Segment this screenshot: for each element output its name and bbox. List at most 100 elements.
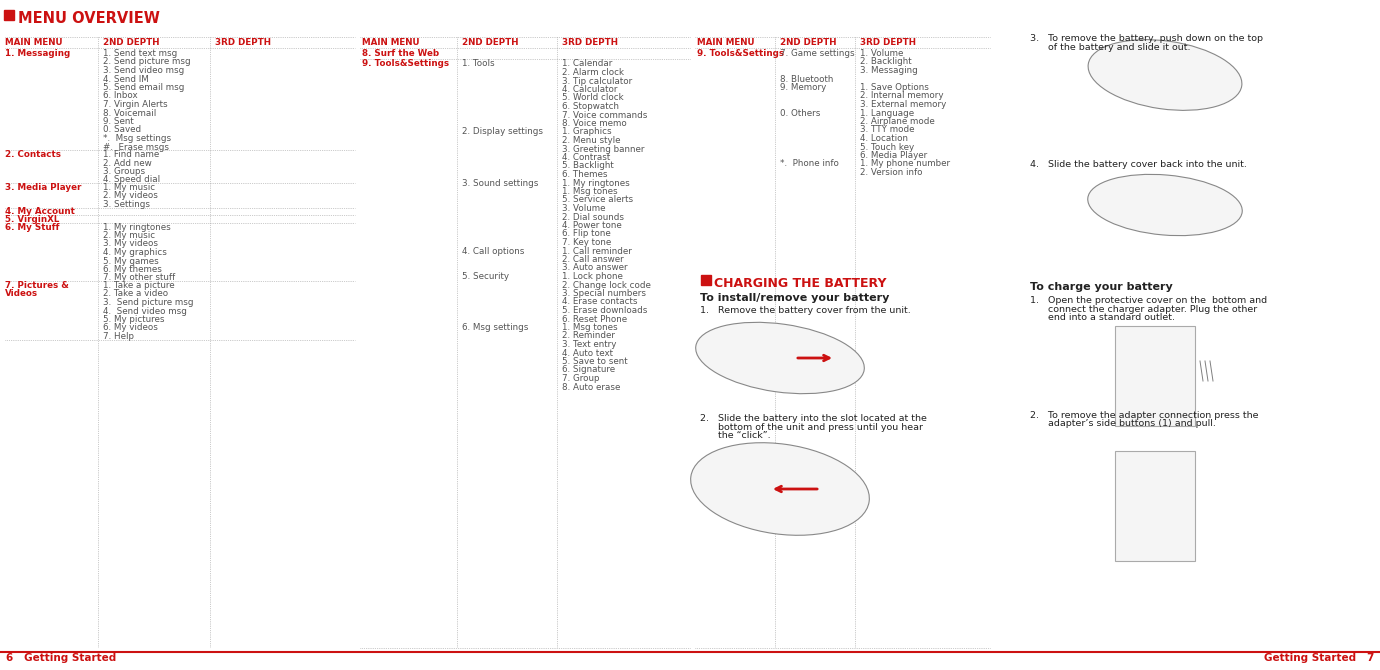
Text: To charge your battery: To charge your battery [1029, 282, 1173, 292]
Ellipse shape [690, 443, 869, 535]
Ellipse shape [1087, 174, 1242, 236]
Text: 7. Virgin Alerts: 7. Virgin Alerts [104, 100, 167, 109]
Bar [1115, 451, 1195, 561]
Text: 6. Stopwatch: 6. Stopwatch [562, 102, 620, 111]
Text: 3. Special numbers: 3. Special numbers [562, 289, 646, 298]
Text: 5. My games: 5. My games [104, 257, 159, 265]
Text: 1. Language: 1. Language [860, 109, 914, 117]
Text: 5. VirginXL: 5. VirginXL [6, 215, 59, 224]
Bar [1115, 326, 1195, 426]
Text: 7. My other stuff: 7. My other stuff [104, 273, 175, 283]
Text: 1. Graphics: 1. Graphics [562, 127, 611, 137]
Text: 3. Auto answer: 3. Auto answer [562, 263, 628, 273]
Text: 9. Memory: 9. Memory [780, 83, 827, 92]
Text: 3. Groups: 3. Groups [104, 167, 145, 176]
Text: 1.   Open the protective cover on the  bottom and: 1. Open the protective cover on the bott… [1029, 296, 1267, 305]
Text: 3. Sound settings: 3. Sound settings [462, 178, 538, 188]
Text: 4. Speed dial: 4. Speed dial [104, 176, 160, 184]
Text: 1. Msg tones: 1. Msg tones [562, 323, 618, 332]
Text: 8. Bluetooth: 8. Bluetooth [780, 74, 834, 84]
Text: 2. Call answer: 2. Call answer [562, 255, 624, 264]
Text: 3. Media Player: 3. Media Player [6, 183, 81, 192]
Text: 5. Service alerts: 5. Service alerts [562, 196, 633, 204]
Text: 3. Settings: 3. Settings [104, 200, 150, 209]
Text: 6. Signature: 6. Signature [562, 366, 615, 375]
Text: 8. Auto erase: 8. Auto erase [562, 383, 621, 391]
Text: 1. My music: 1. My music [104, 183, 155, 192]
Text: 4. Auto text: 4. Auto text [562, 348, 613, 358]
Text: MAIN MENU: MAIN MENU [362, 38, 420, 47]
Text: MAIN MENU: MAIN MENU [697, 38, 755, 47]
Text: 3. TTY mode: 3. TTY mode [860, 125, 915, 135]
Text: bottom of the unit and press until you hear: bottom of the unit and press until you h… [700, 423, 923, 431]
Text: 3. Tip calculator: 3. Tip calculator [562, 76, 632, 86]
Text: CHARGING THE BATTERY: CHARGING THE BATTERY [713, 277, 886, 290]
Text: 6. My Stuff: 6. My Stuff [6, 222, 59, 232]
Text: *.  Msg settings: *. Msg settings [104, 134, 171, 143]
Text: 2. Menu style: 2. Menu style [562, 136, 621, 145]
Text: 2ND DEPTH: 2ND DEPTH [104, 38, 160, 47]
Text: 2. Internal memory: 2. Internal memory [860, 92, 944, 100]
Text: *.  Phone info: *. Phone info [780, 159, 839, 168]
Text: 7. Game settings: 7. Game settings [780, 49, 854, 58]
Text: Getting Started   7: Getting Started 7 [1264, 653, 1374, 663]
Text: 4. Erase contacts: 4. Erase contacts [562, 297, 638, 306]
Text: 3RD DEPTH: 3RD DEPTH [860, 38, 916, 47]
Text: 8. Voice memo: 8. Voice memo [562, 119, 627, 128]
Text: 2. Version info: 2. Version info [860, 168, 922, 177]
Text: 5. Save to sent: 5. Save to sent [562, 357, 628, 366]
Text: 3. Volume: 3. Volume [562, 204, 606, 213]
Text: 9. Tools&Settings: 9. Tools&Settings [362, 60, 448, 68]
Text: 5. Touch key: 5. Touch key [860, 143, 914, 151]
Text: 1. Tools: 1. Tools [462, 60, 494, 68]
Text: 0. Saved: 0. Saved [104, 125, 141, 135]
Text: 6. My themes: 6. My themes [104, 265, 161, 274]
Text: 6. Flip tone: 6. Flip tone [562, 230, 611, 239]
Text: 0. Others: 0. Others [780, 109, 820, 117]
Bar [701, 275, 711, 285]
Text: 3. Text entry: 3. Text entry [562, 340, 617, 349]
Text: 3. External memory: 3. External memory [860, 100, 947, 109]
Text: 4. My graphics: 4. My graphics [104, 248, 167, 257]
Text: 1. My ringtones: 1. My ringtones [562, 178, 629, 188]
Text: 7. Pictures &: 7. Pictures & [6, 281, 69, 290]
Text: 4. Call options: 4. Call options [462, 247, 524, 255]
Text: 3. My videos: 3. My videos [104, 239, 157, 249]
Text: connect the charger adapter. Plug the other: connect the charger adapter. Plug the ot… [1029, 304, 1257, 314]
Text: 7. Group: 7. Group [562, 374, 599, 383]
Text: 3RD DEPTH: 3RD DEPTH [215, 38, 270, 47]
Text: 4. Send IM: 4. Send IM [104, 74, 149, 84]
Text: adapter’s side buttons (1) and pull.: adapter’s side buttons (1) and pull. [1029, 419, 1216, 429]
Text: #.  Erase msgs: #. Erase msgs [104, 143, 168, 151]
Text: To install/remove your battery: To install/remove your battery [700, 293, 889, 303]
Text: 7. Help: 7. Help [104, 332, 134, 341]
Text: MENU OVERVIEW: MENU OVERVIEW [18, 11, 160, 26]
Text: 3RD DEPTH: 3RD DEPTH [562, 38, 618, 47]
Text: 2. Display settings: 2. Display settings [462, 127, 542, 137]
Text: 2. Add new: 2. Add new [104, 159, 152, 168]
Text: 1.   Remove the battery cover from the unit.: 1. Remove the battery cover from the uni… [700, 306, 911, 315]
Text: 2. My videos: 2. My videos [104, 192, 157, 200]
Text: 4. Power tone: 4. Power tone [562, 221, 622, 230]
Bar [4, 10, 14, 20]
Text: 3. Messaging: 3. Messaging [860, 66, 918, 75]
Text: 4. Location: 4. Location [860, 134, 908, 143]
Text: 5. Erase downloads: 5. Erase downloads [562, 306, 647, 315]
Text: 6. Msg settings: 6. Msg settings [462, 323, 529, 332]
Text: 6   Getting Started: 6 Getting Started [6, 653, 116, 663]
Text: 5. My pictures: 5. My pictures [104, 315, 164, 324]
Text: 1. Take a picture: 1. Take a picture [104, 281, 175, 290]
Text: 2. Take a video: 2. Take a video [104, 289, 168, 299]
Ellipse shape [1087, 40, 1242, 111]
Text: 3. Send video msg: 3. Send video msg [104, 66, 185, 75]
Text: 8. Voicemail: 8. Voicemail [104, 109, 156, 117]
Text: 6. Themes: 6. Themes [562, 170, 607, 179]
Text: 3.   To remove the battery, push down on the top: 3. To remove the battery, push down on t… [1029, 34, 1263, 43]
Text: 1. Messaging: 1. Messaging [6, 49, 70, 58]
Text: 8. Surf the Web: 8. Surf the Web [362, 49, 439, 58]
Text: 3.  Send picture msg: 3. Send picture msg [104, 298, 193, 307]
Text: 2.   Slide the battery into the slot located at the: 2. Slide the battery into the slot locat… [700, 414, 927, 423]
Text: 5. Send email msg: 5. Send email msg [104, 83, 185, 92]
Text: 6. Media Player: 6. Media Player [860, 151, 927, 160]
Text: end into a standard outlet.: end into a standard outlet. [1029, 313, 1174, 322]
